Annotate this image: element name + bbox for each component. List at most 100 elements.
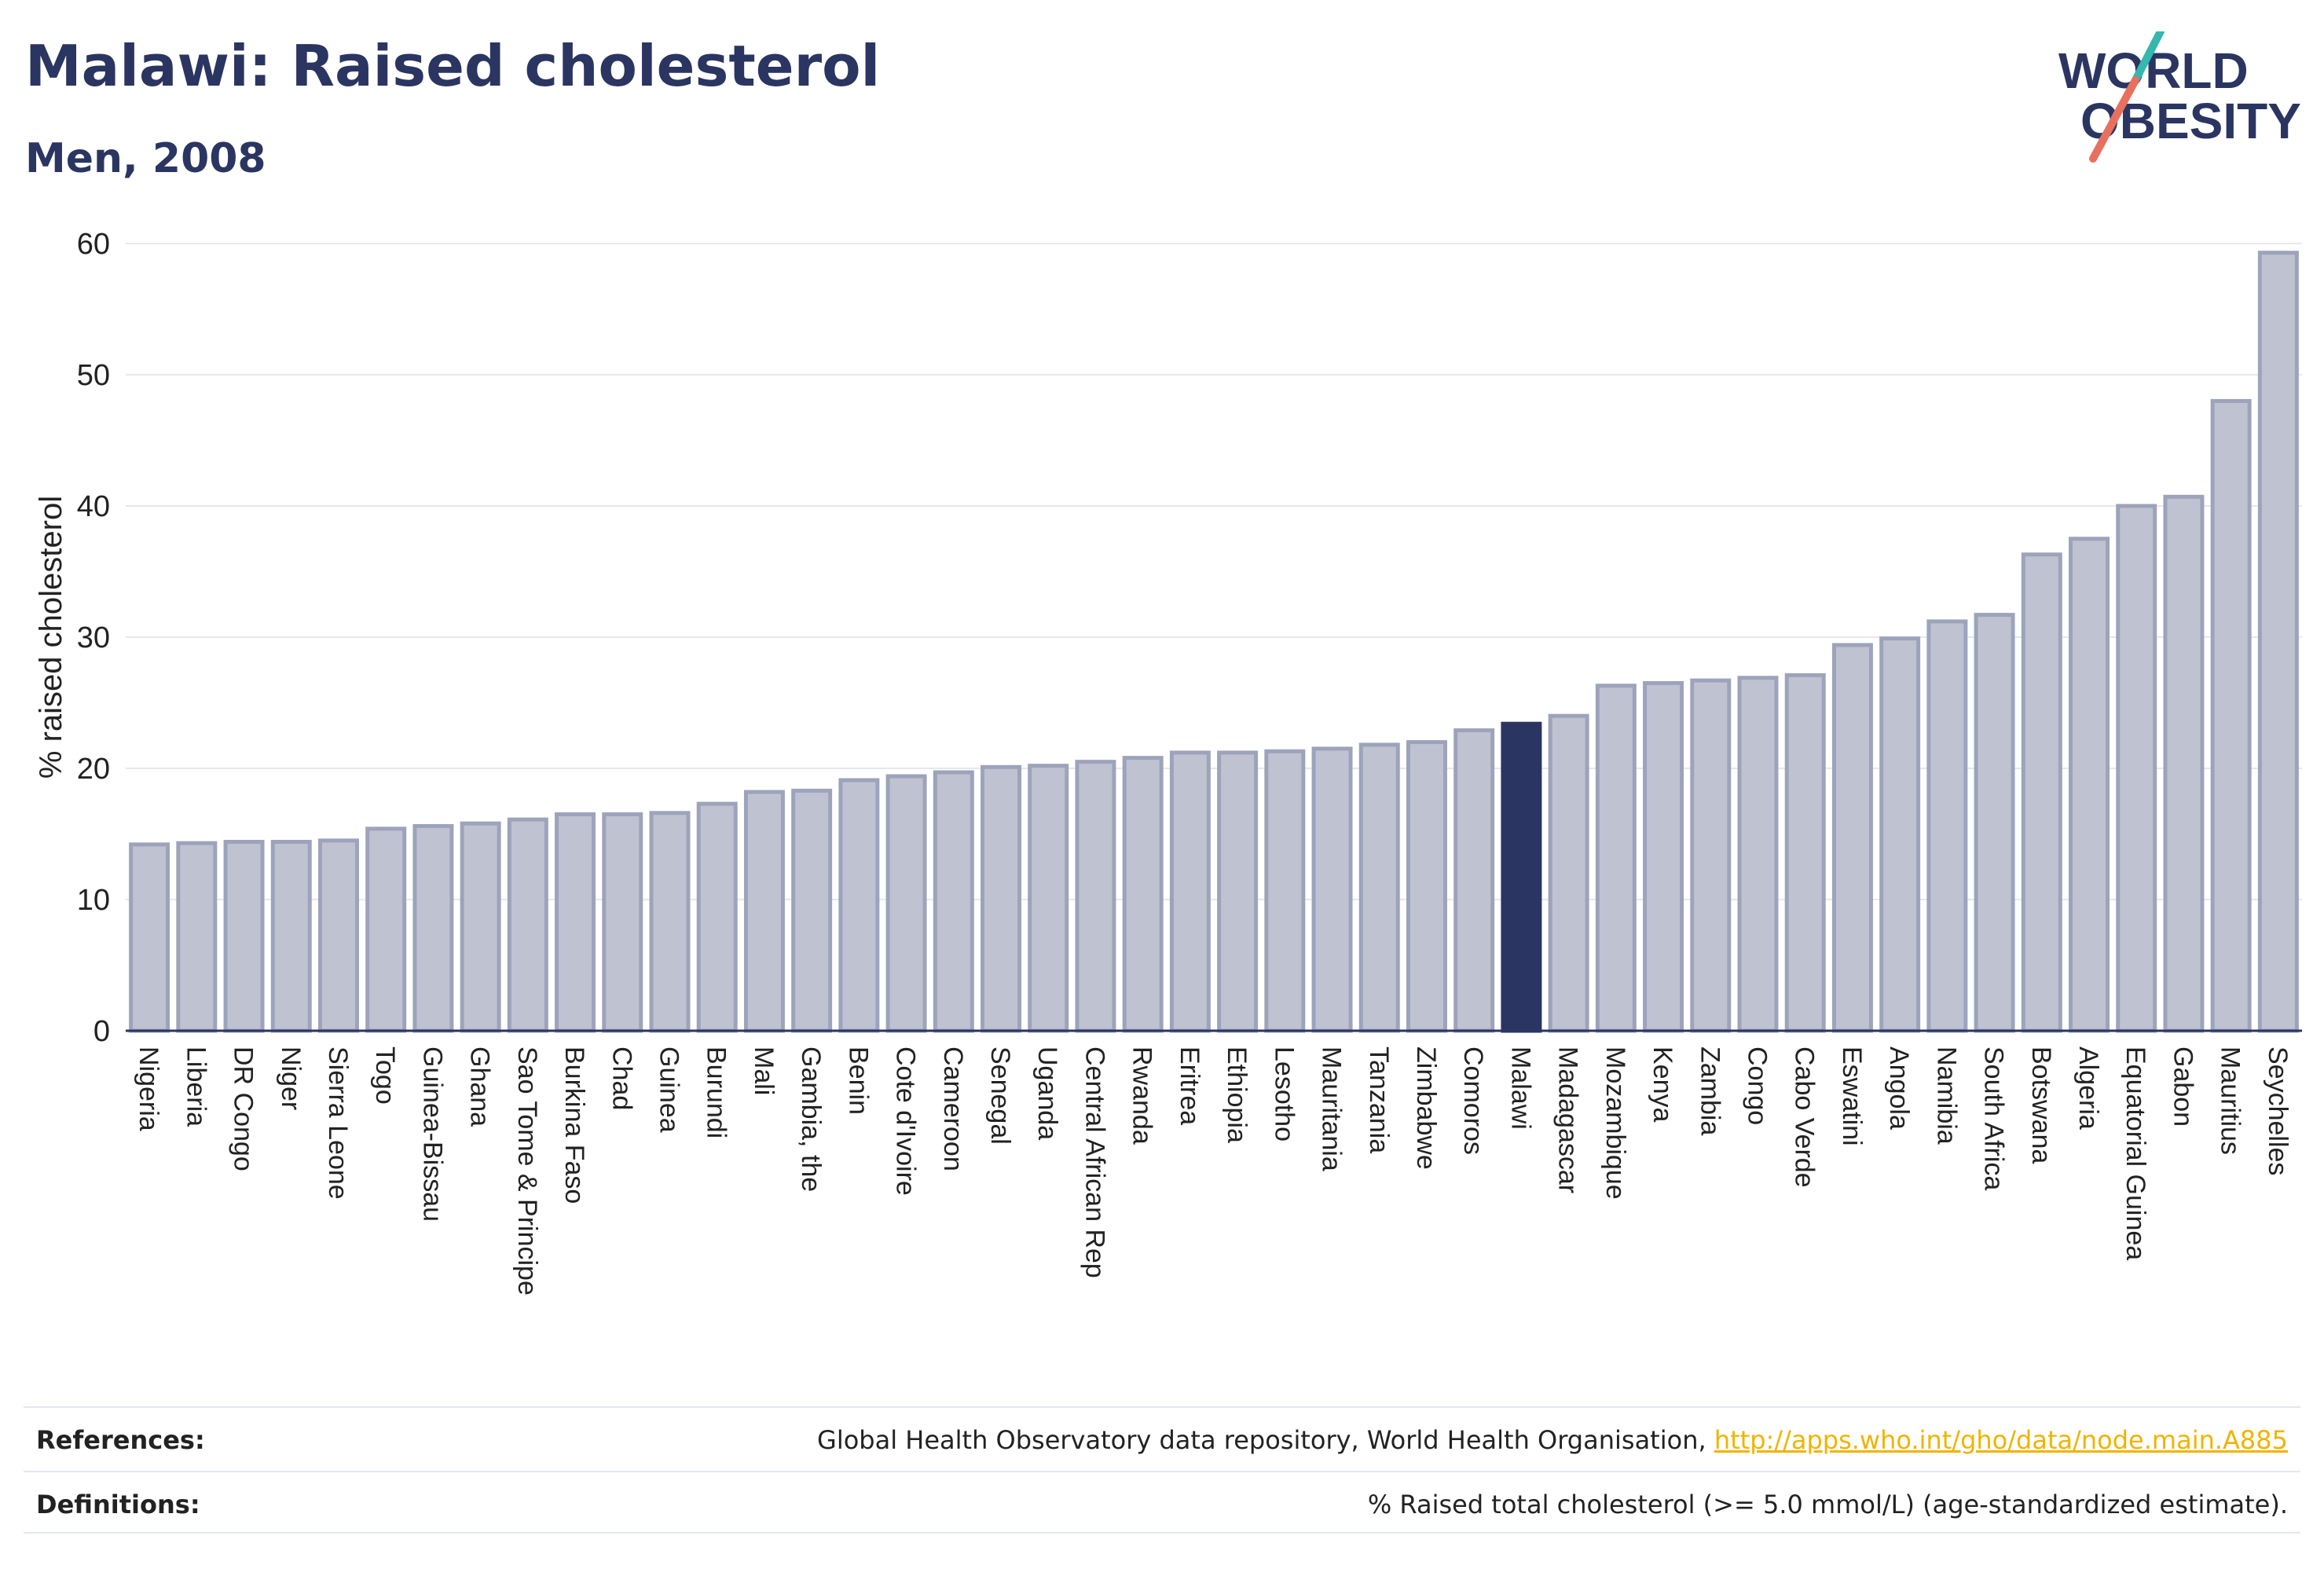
x-tick-label: Uganda: [1032, 1046, 1062, 1140]
x-tick-label: Gambia, the: [796, 1046, 826, 1192]
bar-burkina-faso: [555, 812, 596, 1033]
x-tick-label: Rwanda: [1127, 1046, 1157, 1145]
bar-seychelles: [2257, 251, 2299, 1033]
bar-cabo-verde: [1784, 673, 1826, 1033]
bar-nigeria: [129, 842, 170, 1033]
bar-eswatini: [1831, 643, 1873, 1033]
x-tick-label: Malawi: [1505, 1046, 1535, 1130]
x-axis-labels: Nigeria Liberia DR Congo Niger Sierra Leone T…: [134, 1046, 2293, 1296]
x-tick-label: Sao Tome & Principe: [512, 1046, 542, 1296]
x-tick-label: Guinea-Bissau: [417, 1046, 447, 1222]
x-tick-label: Eswatini: [1837, 1046, 1867, 1146]
definitions-row: Definitions: % Raised total cholesterol …: [24, 1471, 2300, 1535]
x-tick-label: Kenya: [1648, 1046, 1677, 1122]
bar-botswana: [2021, 552, 2062, 1033]
bar-guinea: [649, 811, 691, 1033]
bar-sierra-leone: [317, 838, 359, 1033]
footer-divider: [24, 1532, 2300, 1534]
x-tick-label: Niger: [276, 1046, 306, 1110]
x-tick-label: Lesotho: [1269, 1046, 1299, 1142]
bar-zambia: [1690, 678, 1732, 1033]
bar-sao-tome-principe: [507, 817, 548, 1033]
bar-equatorial-guinea: [2116, 504, 2157, 1033]
y-tick-label: 0: [93, 1015, 110, 1048]
bar-madagascar: [1548, 713, 1589, 1033]
bar-rwanda: [1122, 756, 1164, 1033]
bar-eritrea: [1169, 750, 1211, 1033]
references-label: References:: [36, 1425, 205, 1455]
bar-guinea-bissau: [412, 823, 454, 1033]
x-tick-label: Madagascar: [1553, 1046, 1583, 1193]
x-tick-label: Zimbabwe: [1411, 1046, 1441, 1170]
bar-zimbabwe: [1406, 740, 1447, 1033]
bar-cote-d-ivoire: [885, 774, 927, 1033]
x-tick-label: Mauritania: [1317, 1046, 1347, 1171]
bar-tanzania: [1358, 742, 1400, 1033]
x-tick-label: Nigeria: [134, 1046, 163, 1131]
x-tick-label: Senegal: [985, 1046, 1015, 1145]
bar-gabon: [2163, 494, 2205, 1033]
bar-south-africa: [1974, 613, 2015, 1033]
x-tick-label: Mali: [749, 1046, 779, 1095]
bar-congo: [1737, 676, 1779, 1033]
y-tick-label: 30: [77, 621, 110, 654]
x-tick-label: Gabon: [2168, 1046, 2198, 1127]
bar-namibia: [1926, 619, 1968, 1033]
bar-algeria: [2069, 537, 2110, 1033]
y-tick-label: 50: [77, 359, 110, 392]
bar-lesotho: [1264, 749, 1306, 1033]
x-tick-label: Cabo Verde: [1790, 1046, 1820, 1188]
bar-chad: [602, 812, 643, 1033]
bar-liberia: [176, 841, 218, 1033]
x-tick-label: Botswana: [2026, 1046, 2056, 1164]
x-tick-label: Congo: [1743, 1046, 1772, 1125]
world-obesity-logo: WORLD OBESITY: [2058, 31, 2301, 163]
bar-ghana: [460, 821, 501, 1033]
x-tick-label: Tanzania: [1364, 1046, 1394, 1153]
y-tick-label: 10: [77, 884, 110, 917]
y-tick-label: 40: [77, 490, 110, 523]
x-tick-label: Zambia: [1695, 1046, 1725, 1135]
bar-mauritania: [1311, 746, 1353, 1033]
x-tick-label: Cameroon: [938, 1046, 968, 1171]
bar-benin: [838, 778, 880, 1033]
y-axis-label: % raised cholesterol: [34, 496, 68, 779]
page-title: Malawi: Raised cholesterol: [25, 33, 881, 99]
chart-bars: [129, 251, 2299, 1033]
bar-togo: [365, 826, 407, 1033]
bar-mali: [743, 790, 785, 1033]
bar-burundi: [696, 801, 738, 1033]
bar-uganda: [1028, 764, 1069, 1033]
bar-central-african-rep: [1075, 760, 1116, 1033]
x-tick-label: Togo: [370, 1046, 400, 1105]
x-tick-label: Benin: [843, 1046, 873, 1115]
x-tick-label: Algeria: [2073, 1046, 2103, 1130]
bar-mauritius: [2210, 398, 2252, 1033]
references-text: Global Health Observatory data repositor…: [817, 1425, 1714, 1455]
x-tick-label: Eritrea: [1175, 1046, 1204, 1125]
x-tick-label: Equatorial Guinea: [2121, 1046, 2150, 1260]
definitions-text: % Raised total cholesterol (>= 5.0 mmol/…: [1367, 1490, 2288, 1519]
bar-dr-congo: [223, 840, 265, 1033]
bar-ethiopia: [1217, 750, 1259, 1033]
references-value: Global Health Observatory data repositor…: [817, 1425, 2288, 1455]
references-row: References: Global Health Observatory da…: [24, 1406, 2300, 1471]
bar-kenya: [1643, 680, 1684, 1033]
definitions-label: Definitions:: [36, 1490, 200, 1519]
bar-malawi: [1501, 721, 1542, 1033]
x-tick-label: Ghana: [465, 1046, 495, 1127]
x-tick-label: Chad: [607, 1046, 636, 1110]
x-tick-label: Burkina Faso: [559, 1046, 589, 1204]
x-tick-label: Central African Rep: [1080, 1046, 1109, 1278]
x-tick-label: Burundi: [702, 1046, 731, 1138]
y-axis-ticks: 0 10 20 30 40 50 60: [77, 228, 110, 1048]
bar-niger: [270, 840, 312, 1033]
x-tick-label: Mozambique: [1600, 1046, 1630, 1200]
x-tick-label: Namibia: [1931, 1046, 1961, 1145]
x-tick-label: DR Congo: [229, 1046, 258, 1171]
x-tick-label: South Africa: [1979, 1046, 2009, 1190]
references-link[interactable]: http://apps.who.int/gho/data/node.main.A…: [1714, 1425, 2288, 1455]
x-tick-label: Ethiopia: [1222, 1046, 1252, 1143]
x-tick-label: Seychelles: [2263, 1046, 2293, 1175]
